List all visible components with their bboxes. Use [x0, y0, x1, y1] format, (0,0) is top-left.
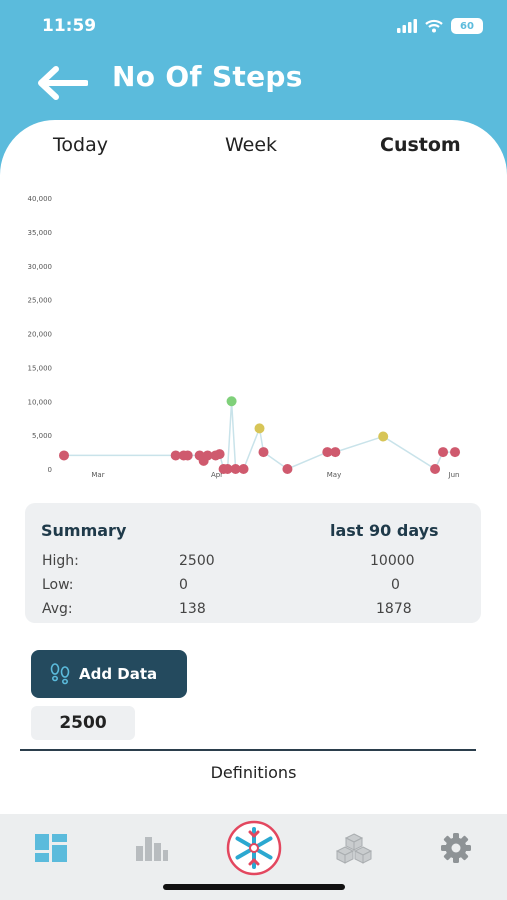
row-low-label: Low: [42, 577, 74, 593]
home-indicator [163, 884, 345, 890]
battery-icon: 60 [451, 18, 483, 34]
row-avg-period: 1878 [376, 601, 412, 617]
y-tick-label: 30,000 [28, 263, 53, 271]
definitions-link[interactable]: Definitions [210, 763, 297, 782]
dashboard-icon[interactable] [31, 828, 71, 868]
status-bar: 11:59 60 [0, 0, 507, 52]
app-logo-icon[interactable] [226, 820, 282, 876]
y-tick-label: 0 [48, 466, 52, 474]
steps-chart: 0 5,000 10,000 15,000 20,000 25,000 30,000 35,0… [28, 195, 461, 479]
x-tick-label: Apr [211, 471, 223, 479]
summary-title: Summary [41, 521, 127, 540]
signal-icon [397, 19, 417, 33]
gear-icon[interactable] [436, 828, 476, 868]
data-point[interactable] [238, 464, 249, 474]
summary-period-label: last 90 days [330, 521, 439, 540]
x-tick-label: May [327, 471, 341, 479]
data-point[interactable] [258, 447, 269, 458]
data-point[interactable] [430, 464, 441, 474]
tab-custom[interactable]: Custom [380, 134, 461, 156]
add-data-button[interactable]: Add Data [31, 650, 187, 698]
data-point[interactable] [282, 464, 293, 474]
data-point[interactable] [214, 449, 225, 460]
x-tick-label: Jun [448, 471, 460, 479]
series-line [64, 401, 455, 471]
data-point[interactable] [450, 447, 461, 458]
row-low-period: 0 [391, 577, 400, 593]
tab-week[interactable]: Week [225, 134, 278, 156]
y-tick-label: 10,000 [28, 398, 53, 406]
page-title: No Of Steps [112, 60, 303, 93]
data-point[interactable] [438, 447, 449, 458]
y-tick-label: 35,000 [28, 229, 53, 237]
bar-chart-icon[interactable] [132, 828, 172, 868]
data-point[interactable] [222, 464, 233, 474]
y-tick-label: 15,000 [28, 364, 53, 372]
row-high-today: 2500 [179, 553, 215, 569]
status-icons: 60 [397, 18, 483, 34]
data-point[interactable] [378, 431, 389, 442]
y-tick-label: 40,000 [28, 195, 53, 203]
data-point[interactable] [182, 450, 193, 461]
footsteps-icon [50, 663, 70, 685]
divider [20, 749, 476, 751]
cubes-icon[interactable] [334, 828, 374, 868]
row-low-today: 0 [179, 577, 188, 593]
arrow-left-icon [38, 66, 88, 100]
y-tick-label: 5,000 [32, 432, 52, 440]
x-tick-label: Mar [91, 471, 104, 479]
data-point[interactable] [322, 447, 333, 458]
back-button[interactable] [36, 63, 90, 103]
wifi-icon [425, 19, 443, 33]
add-data-label: Add Data [79, 665, 158, 683]
row-high-period: 10000 [370, 553, 415, 569]
data-point[interactable] [202, 450, 213, 461]
steps-input[interactable] [31, 706, 135, 740]
y-tick-label: 20,000 [28, 331, 53, 339]
data-point[interactable] [59, 450, 69, 461]
data-point[interactable] [330, 447, 341, 458]
row-avg-today: 138 [179, 601, 206, 617]
tab-today[interactable]: Today [53, 134, 108, 156]
data-point[interactable] [170, 450, 181, 461]
y-tick-label: 25,000 [28, 297, 53, 305]
summary-panel: Summary last 90 days High: 2500 10000 Lo… [25, 503, 481, 623]
status-time: 11:59 [42, 16, 97, 36]
row-high-label: High: [42, 553, 79, 569]
battery-level: 60 [460, 20, 474, 32]
row-avg-label: Avg: [42, 601, 73, 617]
content-card [0, 120, 507, 820]
data-point[interactable] [230, 464, 241, 474]
data-point[interactable] [226, 396, 237, 407]
data-point[interactable] [254, 423, 265, 434]
